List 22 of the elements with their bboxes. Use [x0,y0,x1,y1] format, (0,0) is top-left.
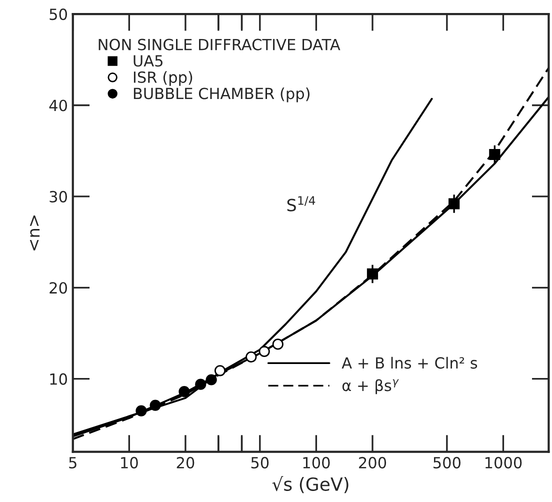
legend-label: A + B lns + Cln² s [342,356,478,369]
x-tick-label: 500 [434,456,460,468]
x-tick-label: 50 [251,456,269,468]
y-tick-label: 10 [50,373,67,385]
y-tick-label: 20 [50,282,67,294]
legend-title: NON SINGLE DIFFRACTIVE DATA [98,38,340,50]
y-axis-title: <n> [30,215,40,250]
x-tick-label: 100 [303,456,330,468]
legend-label: UA5 [134,55,162,67]
legend-label: α + βs$^{γ}$ [342,379,399,394]
legend-label: BUBBLE CHAMBER (pp) [134,87,310,102]
x-tick-label: 20 [176,456,194,468]
y-tick-label: 30 [50,190,67,202]
legend-label: ISR (pp) [134,71,192,86]
x-axis-title: √s (GeV) [272,476,348,494]
y-tick-label: 40 [49,100,67,112]
annotation: S$^{1/4}$ [287,196,316,212]
x-tick-label: 10 [121,456,138,468]
x-tick-label: 5 [69,457,76,468]
y-tick-label: 50 [50,8,67,20]
x-tick-label: 1000 [485,456,522,468]
x-tick-label: 200 [359,456,386,468]
